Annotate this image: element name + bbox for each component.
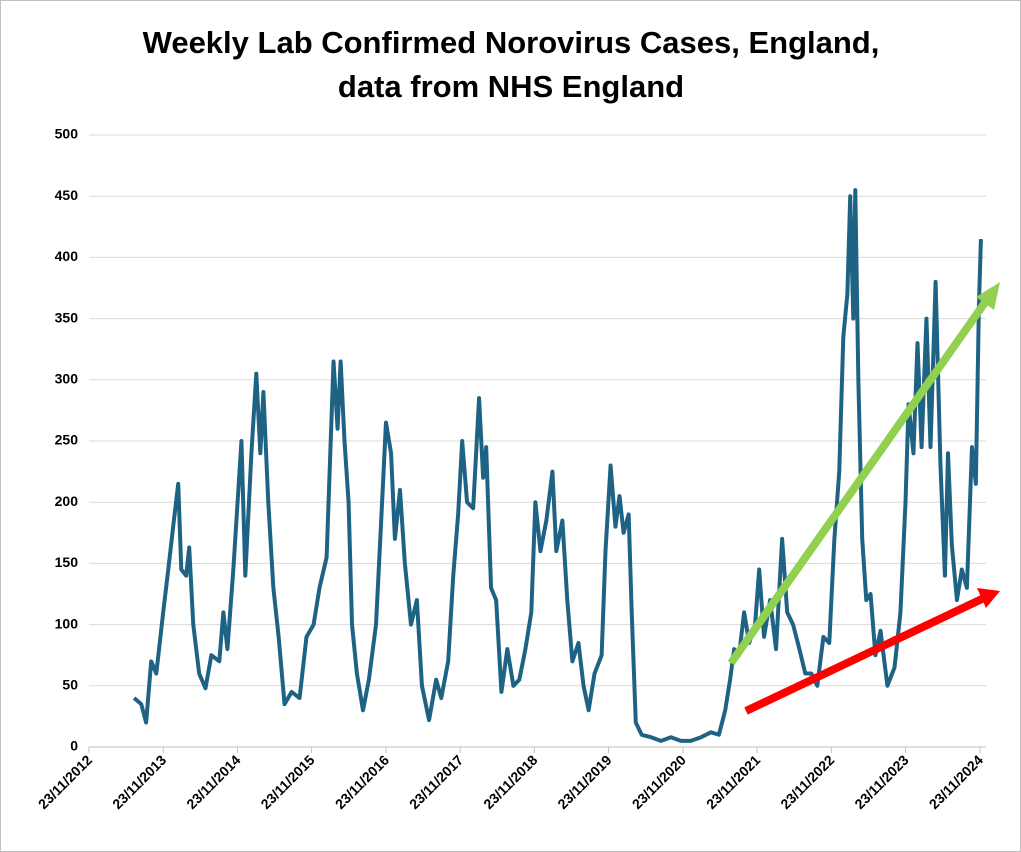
x-tick-label: 23/11/2015 (257, 752, 317, 812)
x-tick-label: 23/11/2014 (183, 752, 243, 812)
y-tick-label: 50 (62, 677, 78, 693)
marks (132, 188, 983, 743)
x-tick-label: 23/11/2018 (480, 752, 540, 812)
x-tick-label: 23/11/2023 (851, 752, 911, 812)
series-line (132, 188, 983, 743)
x-tick-label: 23/11/2016 (332, 752, 392, 812)
y-tick-label: 400 (55, 248, 79, 264)
green-arrow-shaft (727, 298, 990, 666)
y-tick-label: 250 (55, 432, 79, 448)
x-tick-label: 23/11/2017 (406, 752, 466, 812)
axes: 0 50 100 150 200 250 300 350 400 450 500 23/11/2012… (35, 126, 986, 812)
x-tick-label: 23/11/2022 (777, 752, 837, 812)
annotation-arrows (727, 282, 1000, 715)
y-tick-label: 450 (55, 187, 79, 203)
x-tick-label: 23/11/2019 (554, 752, 614, 812)
x-tick-label: 23/11/2020 (629, 752, 689, 812)
x-tick-label: 23/11/2024 (926, 752, 986, 812)
y-tick-label: 150 (55, 554, 79, 570)
green-arrow-head (976, 282, 1000, 310)
chart-title: Weekly Lab Confirmed Norovirus Cases, En… (143, 25, 880, 60)
x-tick-label: 23/11/2013 (109, 752, 169, 812)
y-tick-label: 200 (55, 493, 79, 509)
y-tick-label: 500 (55, 126, 79, 142)
y-tick-label: 100 (55, 615, 79, 631)
chart-title: data from NHS England (338, 69, 684, 104)
y-tick-label: 300 (55, 371, 79, 387)
red-arrow-head (977, 588, 1000, 608)
y-tick-label: 350 (55, 309, 79, 325)
x-tick-label: 23/11/2012 (35, 752, 95, 812)
x-tick-label: 23/11/2021 (703, 752, 763, 812)
red-arrow-shaft (744, 594, 986, 715)
y-tick-label: 0 (70, 738, 78, 754)
grid (89, 134, 986, 748)
